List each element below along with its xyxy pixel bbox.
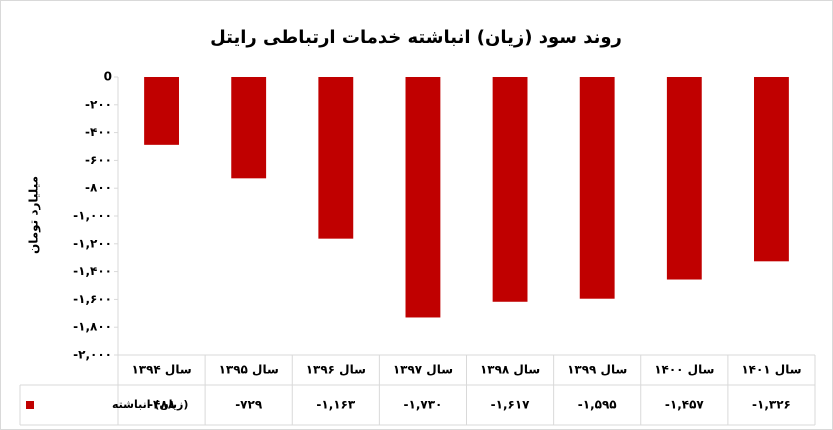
bar — [492, 77, 528, 302]
value-label: -۴۸۸ — [148, 398, 176, 412]
x-tick-label: سال ۱۳۹۹ — [567, 363, 627, 377]
x-tick-label: سال ۱۴۰۰ — [654, 363, 714, 377]
y-tick-label: -۱,۸۰۰ — [73, 320, 112, 334]
x-tick-label: سال ۱۳۹۷ — [393, 363, 453, 377]
bar — [144, 77, 179, 145]
legend-label: (زیان) انباشته — [112, 398, 188, 411]
value-label: -۱,۷۳۰ — [404, 398, 443, 412]
y-tick-label: -۶۰۰ — [85, 153, 112, 167]
y-tick-label: -۱,۴۰۰ — [73, 264, 112, 278]
bar — [231, 77, 267, 179]
x-tick-label: سال ۱۳۹۶ — [306, 363, 366, 377]
y-tick-label: -۴۰۰ — [85, 125, 112, 139]
y-tick-label: -۱,۰۰۰ — [73, 209, 112, 223]
y-tick-label: -۸۰۰ — [85, 181, 112, 195]
value-label: -۱,۶۱۷ — [491, 398, 531, 412]
chart-title: روند سود (زیان) انباشته خدمات ارتباطی را… — [210, 27, 622, 48]
legend-swatch — [26, 401, 34, 409]
x-tick-label: سال ۱۳۹۵ — [219, 363, 279, 377]
bar — [318, 77, 354, 239]
y-tick-label: -۲,۰۰۰ — [73, 348, 112, 362]
value-label: -۷۲۹ — [235, 398, 263, 412]
bar — [666, 77, 702, 280]
bar — [754, 77, 789, 262]
bar — [405, 77, 441, 318]
value-label: -۱,۵۹۵ — [578, 398, 617, 412]
value-label: -۱,۴۵۷ — [665, 398, 705, 412]
value-label: -۱,۳۲۶ — [752, 398, 791, 412]
y-tick-label: -۲۰۰ — [85, 97, 112, 111]
y-tick-label: 0 — [104, 70, 112, 84]
x-tick-label: سال ۱۴۰۱ — [741, 363, 801, 377]
value-label: -۱,۱۶۳ — [316, 398, 356, 412]
y-axis-label: میلیارد تومان — [27, 176, 42, 254]
x-tick-label: سال ۱۳۹۴ — [131, 363, 191, 377]
x-tick-label: سال ۱۳۹۸ — [480, 363, 540, 377]
y-tick-label: -۱,۶۰۰ — [73, 292, 112, 306]
bar — [579, 77, 615, 299]
y-tick-label: -۱,۲۰۰ — [73, 236, 112, 250]
